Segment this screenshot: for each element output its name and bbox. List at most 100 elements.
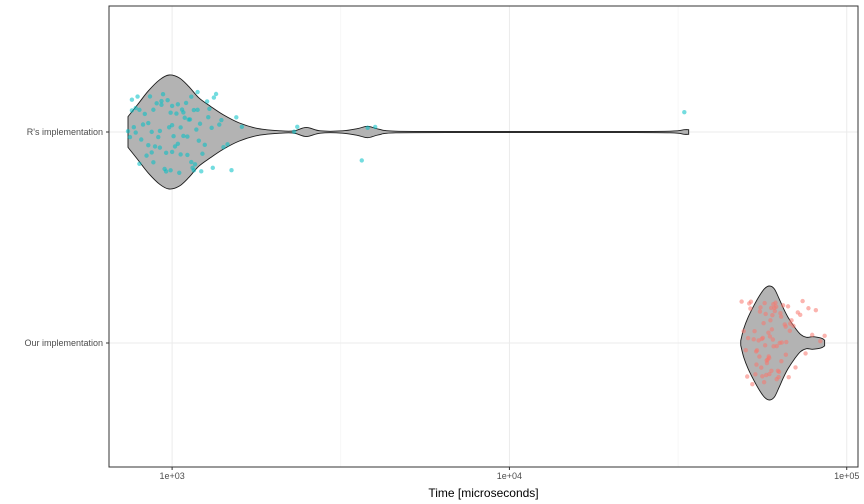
data-point [182, 115, 187, 120]
data-point [163, 150, 169, 155]
data-point [213, 91, 219, 97]
data-point [784, 339, 789, 345]
data-point [764, 360, 770, 366]
data-point [131, 125, 137, 130]
data-point [760, 374, 765, 379]
data-point [769, 368, 774, 373]
data-point [783, 352, 789, 357]
data-point [771, 344, 776, 349]
data-point [798, 312, 803, 318]
data-point [770, 312, 775, 318]
data-point [760, 335, 766, 341]
data-point [779, 359, 784, 364]
data-point [813, 307, 819, 313]
data-point [772, 308, 777, 314]
data-point [133, 105, 138, 111]
data-point [739, 299, 744, 304]
data-point [788, 321, 793, 326]
data-point [210, 165, 215, 171]
data-point [752, 328, 757, 334]
data-point [786, 374, 791, 380]
data-point [169, 149, 175, 155]
data-point [178, 125, 183, 130]
y-tick-label: Our implementation [24, 338, 103, 348]
data-point [757, 309, 763, 314]
data-point [195, 107, 200, 113]
data-point [206, 114, 211, 120]
data-point [787, 328, 792, 334]
data-point [172, 144, 178, 149]
data-point [183, 100, 189, 106]
data-point [778, 311, 783, 316]
data-point [773, 300, 778, 305]
data-point [165, 97, 170, 103]
data-point [803, 351, 808, 356]
data-point [229, 168, 234, 173]
data-point [194, 127, 199, 132]
data-point [769, 327, 775, 332]
data-point [777, 340, 782, 346]
data-point [791, 323, 796, 329]
data-point [189, 94, 194, 99]
data-point [157, 128, 163, 134]
data-point [154, 101, 159, 106]
data-point [818, 338, 823, 344]
violin-r-implementation [127, 74, 690, 190]
data-point [295, 124, 300, 130]
data-point [133, 130, 138, 135]
data-point [221, 145, 226, 150]
data-point [778, 314, 784, 319]
data-point [169, 103, 175, 109]
data-point [211, 95, 217, 100]
data-point [169, 123, 175, 128]
data-point [758, 305, 763, 310]
data-point [800, 298, 805, 304]
data-point [768, 318, 773, 323]
data-point [191, 168, 197, 173]
data-point [762, 300, 767, 306]
data-point [191, 107, 197, 113]
data-point [225, 142, 230, 147]
data-point [809, 332, 815, 338]
data-point [202, 142, 207, 148]
data-point [219, 117, 224, 123]
x-tick-label: 1e+04 [497, 471, 522, 481]
data-point [234, 115, 239, 120]
data-point [149, 150, 154, 155]
y-tick-label: R's implementation [27, 127, 103, 137]
data-point [783, 324, 788, 329]
data-point [185, 134, 190, 139]
data-point [822, 333, 827, 339]
data-point [156, 134, 161, 140]
data-point [178, 152, 183, 157]
data-point [359, 158, 364, 163]
data-point [372, 124, 378, 130]
data-point [776, 369, 782, 375]
data-point [766, 355, 772, 361]
data-point [195, 89, 200, 95]
data-point [189, 159, 194, 165]
data-point [204, 99, 210, 104]
data-point [768, 305, 774, 311]
data-point [157, 145, 163, 150]
data-point [741, 329, 746, 334]
data-point [806, 306, 811, 311]
data-point [187, 117, 193, 122]
data-point [365, 125, 370, 131]
data-point [125, 128, 131, 134]
data-point [751, 337, 756, 342]
data-point [171, 134, 176, 139]
data-point [196, 138, 202, 143]
data-point [174, 111, 179, 116]
data-point [149, 129, 154, 135]
data-point [770, 337, 776, 342]
data-point [147, 94, 153, 99]
data-point [682, 109, 687, 115]
violins [127, 74, 826, 401]
x-axis-title: Time [microseconds] [428, 486, 538, 500]
data-point [163, 169, 169, 174]
data-point [754, 362, 759, 367]
data-point [743, 348, 748, 353]
data-point [217, 122, 222, 127]
plot-panel-border [108, 5, 859, 468]
